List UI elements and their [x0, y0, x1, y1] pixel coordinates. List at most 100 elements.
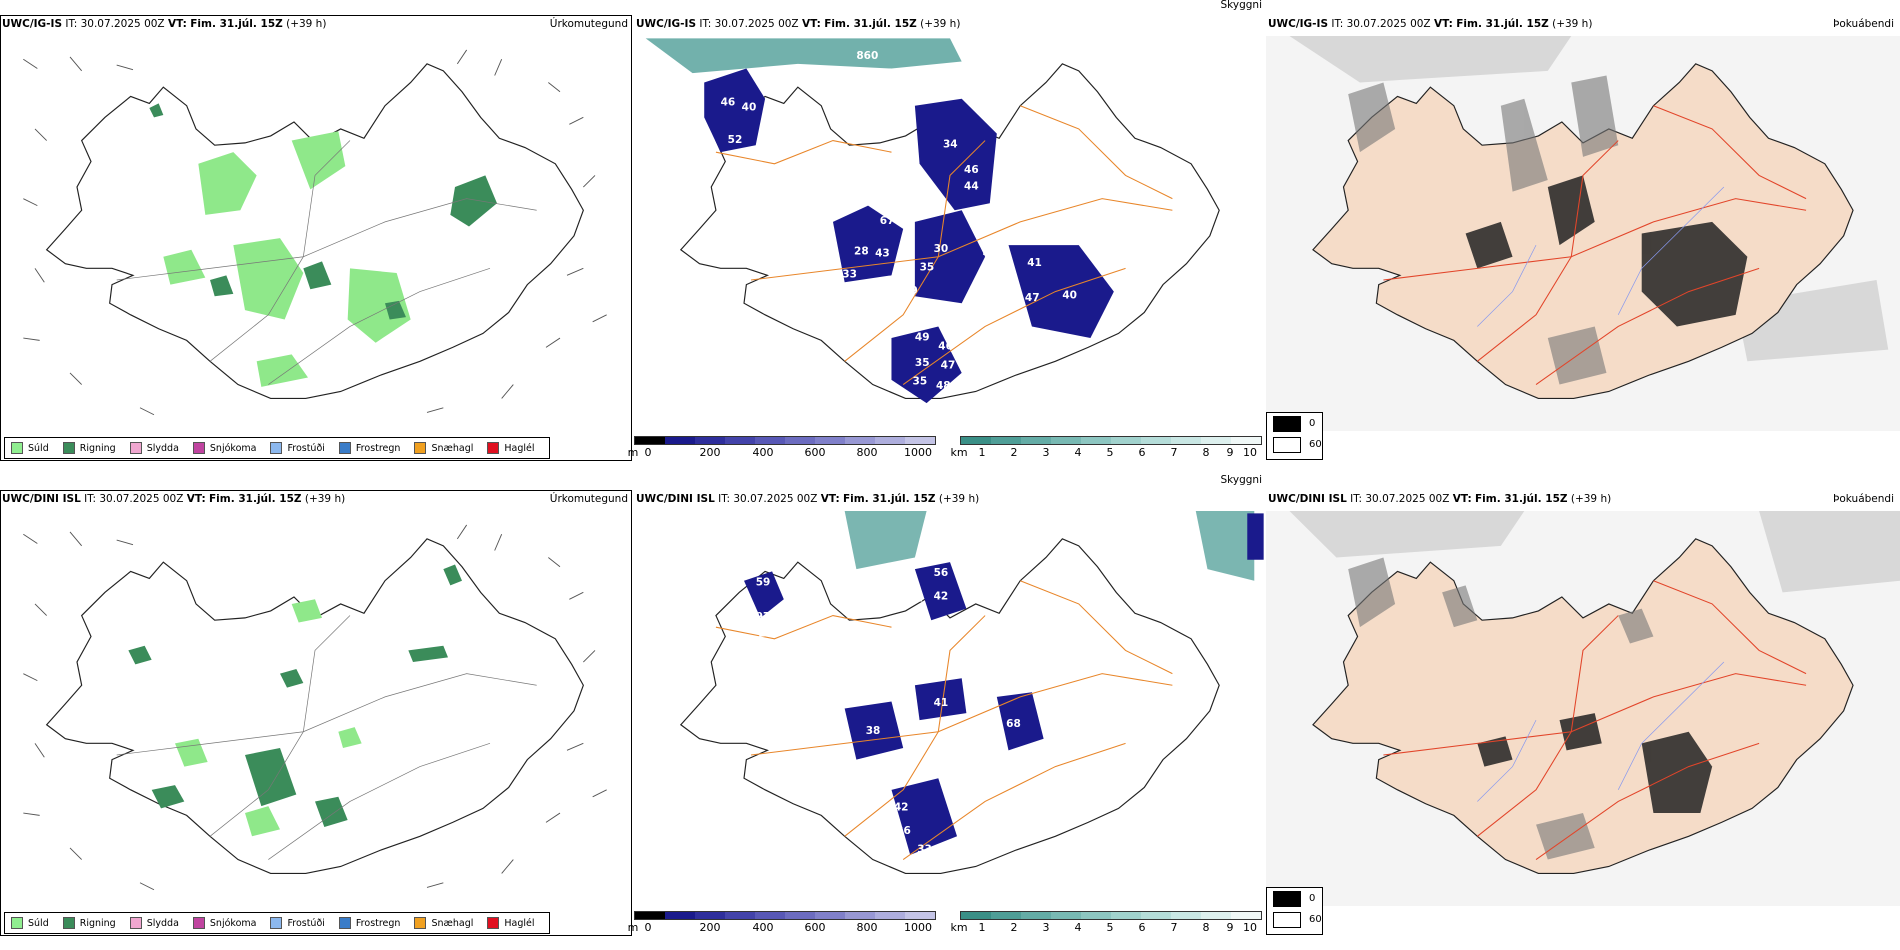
legend-swatch [129, 442, 142, 454]
legend-label: Slydda [146, 917, 179, 929]
legend-swatch [270, 917, 283, 929]
scale-tick: 200 [699, 921, 721, 934]
navy-low-clouds [744, 513, 1264, 855]
cloud-label: 47 [941, 359, 956, 371]
fog-dense [1477, 713, 1713, 814]
model-name: UWC/DINI ISL [1268, 493, 1347, 505]
cloud-base-labels: 860 46 40 52 34 46 44 67 28 43 30 45 35 … [721, 50, 1077, 392]
cloud-label: 56 [934, 567, 949, 579]
navy-low-clouds [704, 68, 1114, 404]
cloud-label: 48 [936, 380, 951, 392]
fog-legend-row: 60 [1267, 434, 1322, 455]
panel-header: UWC/IG-IS IT: 30.07.2025 00Z VT: Fim. 31… [636, 18, 1264, 34]
legend-item: Slydda [129, 917, 179, 929]
clouds-panel-bottom: UWC/DINI ISL IT: 30.07.2025 00Z VT: Fim.… [628, 474, 1266, 950]
cloud-label: 40 [742, 101, 757, 113]
legend-label: Slydda [146, 442, 179, 454]
cloud-label: 52 [728, 134, 743, 146]
legend-swatch [129, 917, 142, 929]
precip-type-panel-top: UWC/IG-IS IT: 30.07.2025 00Z VT: Fim. 31… [0, 0, 634, 475]
legend-item: Snæhagl [414, 917, 473, 929]
legend-label: Snæhagl [431, 917, 474, 929]
visibility-scale-ticks: km 1 2 3 4 5 6 7 8 9 10 [950, 920, 1262, 934]
cloud-label: 68 [1006, 718, 1021, 730]
fog-map [1266, 36, 1900, 431]
legend-label: Snjókoma [209, 442, 257, 454]
scale-tick: 4 [1074, 446, 1082, 459]
roads [116, 140, 537, 385]
cloud-label: 43 [875, 248, 890, 260]
panel-title: Þokuábendi [1833, 18, 1894, 30]
roads [715, 580, 1173, 860]
vt-value: Fim. 31.júl. 15Z [1456, 18, 1549, 30]
panel-title: Skyggni [1220, 0, 1263, 11]
legend-swatch [338, 917, 351, 929]
vt-value: Fim. 31.júl. 15Z [824, 18, 917, 30]
lead-time: (+39 h) [938, 493, 980, 505]
cloud-label: 860 [856, 50, 878, 62]
scale-tick: 1000 [904, 446, 932, 459]
model-name: UWC/IG-IS [1268, 18, 1329, 30]
fog-dense [1465, 175, 1748, 327]
legend-label: Frostregn [355, 442, 401, 454]
scale-tick: 6 [1138, 446, 1146, 459]
cloud-label: 35 [920, 262, 935, 274]
visibility-scale: km 1 2 3 4 5 6 7 8 9 10 [950, 911, 1262, 945]
panel-header: UWC/IG-IS IT: 30.07.2025 00Z VT: Fim. 31… [2, 18, 632, 34]
legend-item: Rigning [62, 442, 116, 454]
scale-tick: 400 [752, 446, 774, 459]
lead-time: (+39 h) [920, 18, 961, 30]
panel-frame [0, 15, 632, 461]
cloud-label: 28 [854, 245, 869, 257]
fog-legend-row: 0 [1267, 888, 1322, 909]
legend-item: Snjókoma [192, 917, 256, 929]
scale-tick: 4 [1074, 921, 1082, 934]
legend-item: Haglél [487, 917, 535, 929]
rain-areas [149, 103, 497, 320]
precip-map [23, 524, 607, 891]
scale-tick: 5 [1106, 446, 1114, 459]
cloud-label: 35 [915, 357, 930, 369]
legend-swatch [11, 917, 23, 929]
legend-item: Snæhagl [414, 442, 473, 454]
cloud-label: 30 [934, 243, 949, 255]
it-label: IT: [1350, 493, 1363, 505]
cloud-label: 32 [889, 844, 904, 856]
scale-tick: 9 [1226, 446, 1234, 459]
scale-tick: 10 [1243, 921, 1257, 934]
fog-panel-top: UWC/IG-IS IT: 30.07.2025 00Z VT: Fim. 31… [1266, 0, 1900, 475]
lead-time: (+39 h) [286, 18, 327, 30]
cloud-label: 79 [903, 285, 918, 297]
cloud-label: 73 [906, 723, 921, 735]
panel-title: Úrkomutegund [549, 18, 628, 30]
fog-swatch [1273, 890, 1301, 907]
clouds-panel-top: UWC/IG-IS IT: 30.07.2025 00Z VT: Fim. 31… [628, 0, 1266, 475]
scale-tick: 7 [1170, 446, 1178, 459]
roads [715, 105, 1173, 385]
fog-legend: 0 60 [1266, 412, 1323, 460]
cloud-label: 47 [1025, 292, 1040, 304]
legend-item: Frostregn [338, 442, 401, 454]
model-name: UWC/IG-IS [2, 18, 63, 30]
height-scale-bar [634, 911, 936, 920]
cloud-label: 97 [756, 611, 771, 623]
cloud-label: 45 [983, 248, 998, 260]
legend-swatch [487, 917, 500, 929]
scale-tick: 6 [1138, 921, 1146, 934]
it-label: IT: [84, 493, 97, 505]
panel-title: Skyggni [1220, 474, 1263, 486]
scale-tick: 2 [1010, 446, 1018, 459]
fog-legend-label: 0 [1309, 418, 1316, 429]
legend-swatch [192, 917, 205, 929]
roads [1383, 105, 1807, 385]
scale-tick: 200 [699, 446, 721, 459]
legend-label: Súld [28, 917, 49, 929]
height-scale-ticks: m 0 200 400 600 800 1000 [628, 445, 936, 459]
cloud-label: 67 [880, 215, 895, 227]
panel-title: Úrkomutegund [549, 493, 628, 505]
legend-label: Rigning [79, 917, 116, 929]
legend-swatch [62, 917, 75, 929]
drizzle-areas [175, 599, 362, 837]
it-label: IT: [1331, 18, 1344, 30]
roads [1383, 580, 1807, 860]
